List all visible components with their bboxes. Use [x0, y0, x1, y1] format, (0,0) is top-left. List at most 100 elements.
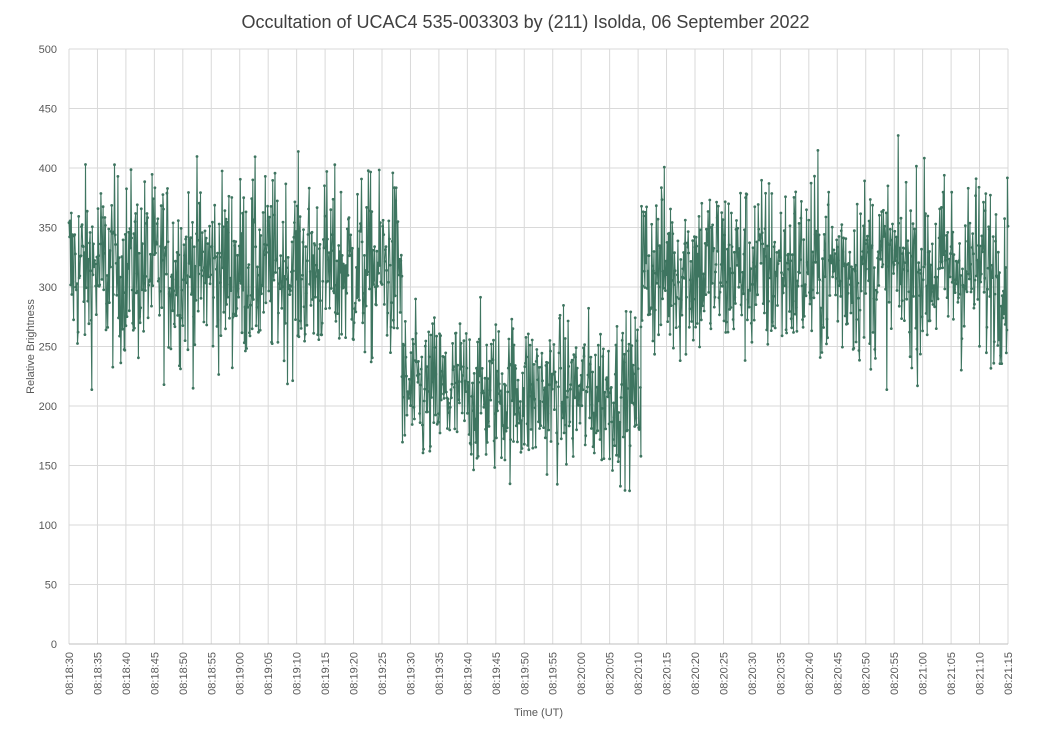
x-tick-label: 08:20:00	[576, 652, 588, 695]
data-point	[909, 209, 913, 213]
data-point	[596, 343, 600, 347]
data-point	[182, 278, 185, 282]
data-point	[825, 342, 828, 346]
data-point	[680, 313, 684, 317]
x-tick-label: 08:19:35	[434, 652, 446, 695]
data-point	[454, 331, 458, 335]
data-point	[820, 351, 824, 354]
data-point	[101, 241, 104, 245]
data-point	[216, 251, 219, 255]
data-point	[665, 273, 668, 276]
data-point	[594, 353, 597, 357]
data-point	[203, 229, 207, 233]
x-tick-label: 08:19:15	[320, 652, 332, 695]
data-point	[585, 390, 589, 394]
data-point	[896, 261, 899, 265]
data-point	[93, 262, 97, 266]
data-point	[345, 291, 349, 295]
data-point	[188, 238, 192, 242]
x-tick-label: 08:19:00	[235, 652, 247, 695]
data-point	[737, 285, 741, 289]
data-point	[210, 245, 214, 248]
data-point	[728, 267, 732, 271]
data-point	[506, 390, 510, 394]
data-point	[543, 386, 547, 390]
data-point	[183, 339, 187, 342]
data-point	[846, 291, 850, 295]
data-point	[731, 318, 735, 321]
data-point	[804, 283, 807, 287]
data-point	[131, 328, 135, 332]
brightness-series-markers	[67, 134, 1010, 493]
data-point	[292, 235, 296, 239]
data-point	[856, 296, 860, 300]
data-point	[176, 314, 180, 317]
data-point	[539, 424, 543, 427]
data-point	[259, 234, 263, 237]
data-point	[422, 399, 426, 403]
data-point	[77, 276, 81, 280]
data-point	[614, 343, 618, 347]
data-point	[529, 428, 533, 431]
data-point	[810, 329, 814, 333]
y-tick-label: 400	[39, 163, 57, 175]
data-point	[916, 384, 919, 388]
data-point	[139, 306, 143, 310]
data-point	[848, 250, 852, 254]
data-point	[270, 342, 274, 345]
data-point	[486, 377, 490, 380]
data-point	[791, 299, 795, 303]
data-point	[747, 305, 751, 309]
data-point	[179, 367, 182, 371]
data-point	[94, 313, 98, 316]
data-point	[350, 317, 354, 321]
data-point	[399, 253, 403, 257]
data-point	[1000, 294, 1004, 298]
data-point	[583, 343, 586, 347]
data-point	[489, 398, 493, 402]
data-point	[722, 319, 726, 323]
data-point	[1000, 362, 1004, 365]
data-point	[691, 338, 695, 342]
data-point	[716, 249, 720, 253]
data-point	[627, 349, 630, 353]
data-point	[701, 304, 704, 308]
data-point	[801, 318, 804, 321]
data-point	[300, 273, 304, 277]
data-point	[536, 354, 539, 358]
data-point	[789, 259, 792, 263]
data-point	[89, 318, 93, 322]
data-point	[751, 283, 754, 286]
data-point	[567, 365, 571, 368]
data-point	[481, 389, 485, 393]
data-point	[574, 346, 578, 350]
data-point	[314, 275, 318, 278]
data-point	[957, 296, 960, 300]
data-point	[711, 249, 715, 253]
data-point	[181, 324, 185, 327]
data-point	[483, 376, 487, 380]
data-point	[588, 416, 592, 420]
data-point	[494, 323, 498, 326]
data-point	[186, 274, 189, 278]
data-point	[808, 291, 811, 294]
data-point	[153, 186, 157, 190]
data-point	[390, 301, 394, 304]
data-point	[190, 291, 194, 295]
data-point	[380, 283, 384, 286]
data-point	[327, 251, 331, 255]
data-point	[992, 340, 996, 344]
data-point	[785, 261, 789, 265]
data-point	[547, 428, 551, 432]
data-point	[496, 409, 499, 413]
data-point	[519, 450, 523, 454]
data-point	[742, 292, 745, 296]
data-point	[492, 439, 496, 443]
data-point	[476, 340, 479, 344]
data-point	[419, 383, 423, 387]
data-point	[629, 310, 633, 314]
data-point	[499, 402, 502, 405]
data-point	[76, 330, 80, 334]
data-point	[116, 175, 120, 178]
data-point	[459, 341, 463, 345]
